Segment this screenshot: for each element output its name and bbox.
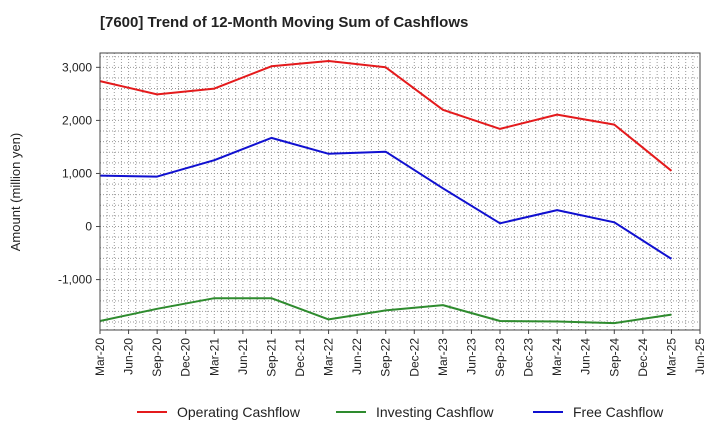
legend-label: Free Cashflow bbox=[573, 404, 664, 420]
x-tick-label: Jun-25 bbox=[693, 338, 707, 375]
legend-item: Operating Cashflow bbox=[137, 404, 300, 420]
x-tick-label: Jun-21 bbox=[236, 338, 250, 375]
x-tick-label: Jun-20 bbox=[122, 338, 136, 375]
legend-swatch bbox=[336, 411, 366, 413]
chart-title: [7600] Trend of 12-Month Moving Sum of C… bbox=[100, 14, 469, 31]
y-axis-ticks: 3,000 2,000 1,000 0 -1,000 bbox=[58, 60, 100, 287]
x-tick-label: Mar-24 bbox=[550, 338, 564, 376]
x-tick-label: Mar-25 bbox=[664, 338, 678, 376]
x-tick-label: Sep-23 bbox=[493, 338, 507, 377]
x-tick-label: Jun-23 bbox=[464, 338, 478, 375]
x-tick-label: Dec-22 bbox=[407, 338, 421, 377]
legend-item: Free Cashflow bbox=[533, 404, 663, 420]
series-line-free-cashflow bbox=[99, 136, 672, 260]
y-tick-label: 0 bbox=[85, 220, 92, 234]
x-tick-label: Mar-23 bbox=[436, 338, 450, 376]
x-tick-label: Mar-21 bbox=[207, 338, 221, 376]
legend-item: Investing Cashflow bbox=[336, 404, 494, 420]
y-tick-label: 1,000 bbox=[62, 166, 92, 180]
series-line-investing-cashflow bbox=[99, 297, 672, 325]
legend-swatch bbox=[533, 411, 563, 413]
x-tick-label: Dec-24 bbox=[636, 338, 650, 377]
series-layer bbox=[99, 60, 673, 325]
legend-swatch bbox=[137, 411, 167, 413]
x-tick-label: Jun-24 bbox=[579, 338, 593, 375]
x-tick-label: Dec-21 bbox=[293, 338, 307, 377]
grid-layer bbox=[100, 53, 700, 330]
legend-label: Operating Cashflow bbox=[177, 404, 300, 420]
x-tick-label: Mar-22 bbox=[322, 338, 336, 376]
y-tick-label: -1,000 bbox=[58, 273, 92, 287]
y-axis-label: Amount (million yen) bbox=[8, 133, 23, 252]
x-tick-label: Jun-22 bbox=[350, 338, 364, 375]
series-line-operating-cashflow bbox=[99, 60, 673, 172]
x-tick-label: Dec-20 bbox=[179, 338, 193, 377]
y-tick-label: 2,000 bbox=[62, 113, 92, 127]
x-tick-label: Sep-22 bbox=[379, 338, 393, 377]
x-tick-label: Sep-20 bbox=[150, 338, 164, 377]
x-tick-label: Mar-20 bbox=[93, 338, 107, 376]
legend-label: Investing Cashflow bbox=[376, 404, 494, 420]
x-axis-ticks: Mar-20 Jun-20 Sep-20 Dec-20 Mar-21 Jun-21 Sep-… bbox=[93, 330, 707, 377]
plot-frame bbox=[99, 52, 701, 331]
x-tick-label: Dec-23 bbox=[522, 338, 536, 377]
legend: Operating Cashflow Investing Cashflow Free… bbox=[0, 404, 720, 426]
x-tick-label: Sep-24 bbox=[607, 338, 621, 377]
x-tick-label: Sep-21 bbox=[264, 338, 278, 377]
y-tick-label: 3,000 bbox=[62, 60, 92, 74]
